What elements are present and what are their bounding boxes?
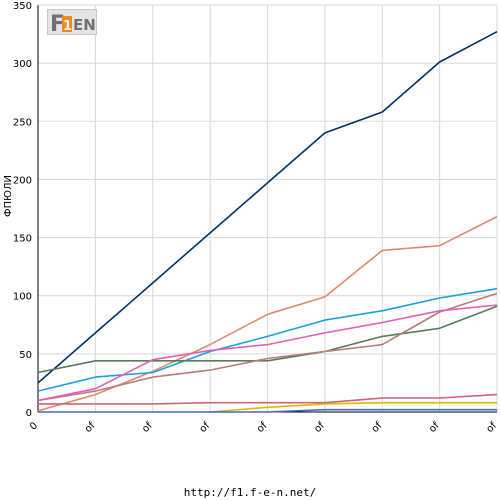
- x-tick-label: of: [485, 420, 500, 435]
- svg-text:1: 1: [63, 19, 72, 34]
- y-tick-label: 150: [13, 234, 32, 245]
- x-tick-label: of: [312, 420, 327, 435]
- series-lines: [37, 30, 498, 413]
- x-tick-labels: 0 of of of of of of of of: [28, 420, 500, 435]
- series-line-1: [37, 30, 498, 384]
- x-tick-label: of: [140, 420, 155, 435]
- series-line-7: [38, 393, 498, 405]
- grid-lines: [38, 4, 498, 412]
- series-line-6: [37, 304, 498, 402]
- site-logo: F 1 EN: [47, 9, 97, 37]
- x-tick-label: of: [427, 420, 442, 435]
- y-tick-label: 250: [13, 117, 32, 128]
- footer-url: http://f1.f-e-n.net/: [183, 486, 317, 499]
- y-tick-label: 0: [26, 408, 32, 419]
- x-tick-label: of: [83, 420, 98, 435]
- svg-text:F: F: [50, 12, 65, 37]
- svg-text:EN: EN: [73, 16, 96, 34]
- y-axis-label: ФПЮЛИ: [3, 175, 14, 217]
- y-tick-labels: 0 50 100 150 200 250 300 350: [13, 1, 32, 419]
- x-tick-label: of: [370, 420, 385, 435]
- y-tick-label: 200: [13, 175, 32, 186]
- series-line-5: [37, 292, 498, 402]
- y-tick-label: 100: [13, 292, 32, 303]
- y-tick-label: 350: [13, 1, 32, 12]
- x-tick-label: 0: [28, 420, 40, 432]
- x-tick-label: of: [198, 420, 213, 435]
- x-tick-label: of: [255, 420, 270, 435]
- series-line-3: [37, 287, 498, 392]
- series-line-8: [210, 401, 497, 413]
- y-tick-label: 300: [13, 59, 32, 70]
- series-line-4: [37, 305, 498, 374]
- y-tick-label: 50: [19, 350, 32, 361]
- series-line-9: [38, 408, 497, 413]
